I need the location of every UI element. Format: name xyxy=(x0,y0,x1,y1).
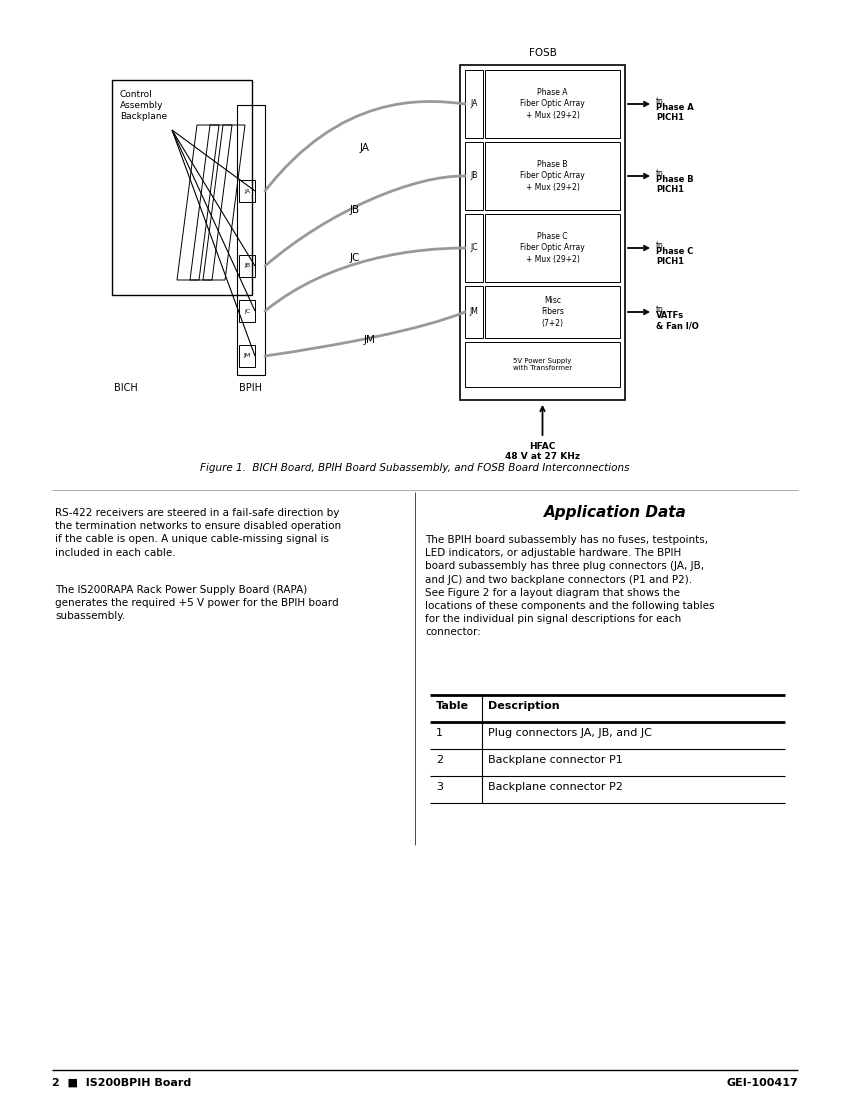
Text: JM: JM xyxy=(243,353,251,359)
Text: Phase A
Fiber Optic Array
+ Mux (29+2): Phase A Fiber Optic Array + Mux (29+2) xyxy=(520,88,585,120)
Bar xyxy=(239,180,255,202)
Text: FOSB: FOSB xyxy=(529,48,557,58)
Bar xyxy=(465,342,620,387)
Text: to: to xyxy=(656,305,664,314)
Text: Control
Assembly
Backplane: Control Assembly Backplane xyxy=(120,90,167,121)
Text: The IS200RAPA Rack Power Supply Board (RAPA)
generates the required +5 V power f: The IS200RAPA Rack Power Supply Board (R… xyxy=(55,585,338,622)
Text: VATFs
& Fan I/O: VATFs & Fan I/O xyxy=(656,311,699,330)
Text: BPIH: BPIH xyxy=(240,383,263,393)
Text: JA: JA xyxy=(244,188,250,194)
Text: Phase A
PICH1: Phase A PICH1 xyxy=(656,103,694,122)
Text: to: to xyxy=(656,241,664,250)
Text: Backplane connector P2: Backplane connector P2 xyxy=(488,782,623,792)
Text: Description: Description xyxy=(488,701,559,711)
Text: Phase B
PICH1: Phase B PICH1 xyxy=(656,175,694,195)
Text: 5V Power Supply
with Transformer: 5V Power Supply with Transformer xyxy=(513,358,572,371)
Bar xyxy=(237,104,265,375)
Text: Phase B
Fiber Optic Array
+ Mux (29+2): Phase B Fiber Optic Array + Mux (29+2) xyxy=(520,161,585,191)
Text: Phase C
Fiber Optic Array
+ Mux (29+2): Phase C Fiber Optic Array + Mux (29+2) xyxy=(520,232,585,264)
Text: Misc
Fibers
(7+2): Misc Fibers (7+2) xyxy=(541,296,564,328)
Text: RS-422 receivers are steered in a fail-safe direction by
the termination network: RS-422 receivers are steered in a fail-s… xyxy=(55,508,341,558)
Text: JC: JC xyxy=(244,308,250,314)
Bar xyxy=(465,286,483,338)
Bar xyxy=(485,286,620,338)
Bar xyxy=(485,70,620,138)
Bar xyxy=(239,300,255,322)
Text: JA: JA xyxy=(360,143,370,153)
Bar xyxy=(465,142,483,210)
Bar xyxy=(485,214,620,282)
Text: JM: JM xyxy=(364,336,376,345)
Text: JM: JM xyxy=(469,308,479,317)
Text: 2  ■  IS200BPIH Board: 2 ■ IS200BPIH Board xyxy=(52,1078,191,1088)
Text: Table: Table xyxy=(436,701,469,711)
Text: JB: JB xyxy=(470,172,478,180)
Bar xyxy=(485,142,620,210)
Text: Figure 1.  BICH Board, BPIH Board Subassembly, and FOSB Board Interconnections: Figure 1. BICH Board, BPIH Board Subasse… xyxy=(201,463,630,473)
Text: Backplane connector P1: Backplane connector P1 xyxy=(488,755,623,764)
Text: 2: 2 xyxy=(436,755,443,764)
Text: BICH: BICH xyxy=(114,383,138,393)
Text: to: to xyxy=(656,97,664,106)
Text: JC: JC xyxy=(470,243,478,253)
Text: JB: JB xyxy=(244,264,250,268)
Bar xyxy=(239,345,255,367)
Text: GEI-100417: GEI-100417 xyxy=(726,1078,798,1088)
Text: Phase C
PICH1: Phase C PICH1 xyxy=(656,248,694,266)
Text: 3: 3 xyxy=(436,782,443,792)
Text: JB: JB xyxy=(350,205,360,214)
Bar xyxy=(465,70,483,138)
Bar xyxy=(460,65,625,400)
Text: JA: JA xyxy=(470,99,478,109)
Text: Application Data: Application Data xyxy=(544,505,686,520)
Text: 1: 1 xyxy=(436,728,443,738)
Text: to: to xyxy=(656,169,664,178)
Bar xyxy=(112,80,252,295)
Text: The BPIH board subassembly has no fuses, testpoints,
LED indicators, or adjustab: The BPIH board subassembly has no fuses,… xyxy=(425,535,715,637)
Text: Plug connectors JA, JB, and JC: Plug connectors JA, JB, and JC xyxy=(488,728,652,738)
Bar xyxy=(239,255,255,277)
Text: JC: JC xyxy=(350,253,360,263)
Bar xyxy=(465,214,483,282)
Text: HFAC
48 V at 27 KHz: HFAC 48 V at 27 KHz xyxy=(505,442,580,461)
